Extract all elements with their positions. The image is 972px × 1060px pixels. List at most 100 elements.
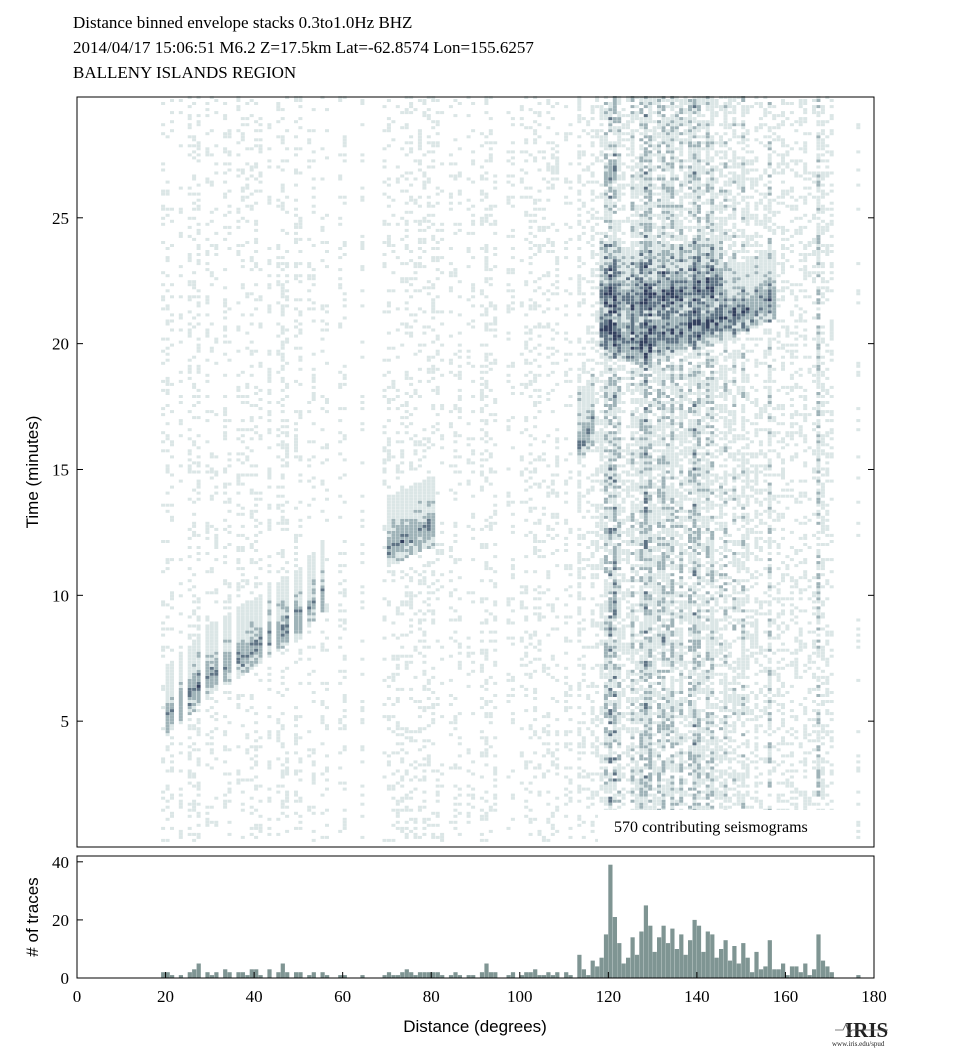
heatmap-cell: [320, 304, 325, 308]
heatmap-cell: [577, 237, 582, 241]
heatmap-cell: [382, 467, 387, 471]
heatmap-cell: [209, 678, 214, 682]
heatmap-cell: [391, 796, 396, 800]
heatmap-cell: [409, 796, 414, 800]
heatmap-cell: [170, 382, 174, 386]
heatmap-cell: [196, 697, 201, 700]
heatmap-cell: [448, 636, 453, 640]
heatmap-cell: [524, 615, 529, 619]
heatmap-cell: [382, 388, 387, 392]
heatmap-cell: [586, 443, 591, 447]
heatmap-cell: [236, 476, 241, 480]
heatmap-cell: [453, 407, 458, 411]
heatmap-cell: [484, 754, 489, 758]
heatmap-cell: [595, 470, 600, 474]
heatmap-cell: [227, 748, 232, 752]
heatmap-cell: [165, 540, 170, 543]
heatmap-cell: [280, 313, 285, 317]
heatmap-cell: [187, 105, 192, 109]
heatmap-cell: [170, 709, 174, 713]
heatmap-cell: [417, 256, 422, 260]
heatmap-cell: [386, 727, 391, 731]
heatmap-cell: [192, 325, 197, 329]
heatmap-cell: [577, 292, 582, 296]
heatmap-cell: [479, 817, 484, 821]
heatmap-cell: [595, 524, 600, 528]
heatmap-cell: [417, 700, 422, 703]
heatmap-cell: [236, 781, 241, 785]
heatmap-cell: [599, 419, 604, 423]
heatmap-cell: [581, 745, 586, 749]
heatmap-cell: [254, 763, 259, 767]
heatmap-cell: [192, 802, 197, 806]
heatmap-cell: [254, 392, 259, 395]
heatmap-cell: [409, 518, 414, 522]
heatmap-cell: [435, 111, 440, 115]
heatmap-cell: [417, 219, 422, 223]
heatmap-cell: [595, 793, 600, 797]
heatmap-cell: [404, 832, 409, 836]
heatmap-cell: [196, 618, 201, 622]
heatmap-cell: [280, 681, 285, 685]
heatmap-cell: [196, 718, 201, 722]
heatmap-cell: [595, 718, 600, 722]
heatmap-cell: [240, 259, 245, 263]
heatmap-cell: [409, 195, 414, 199]
heatmap-cell: [537, 829, 542, 833]
heatmap-cell: [453, 231, 458, 235]
heatmap-cell: [386, 600, 391, 604]
heatmap-cell: [488, 482, 493, 486]
heatmap-cell: [479, 216, 484, 220]
heatmap-cell: [165, 337, 170, 341]
heatmap-cell: [533, 304, 538, 308]
heatmap-cell: [417, 367, 422, 371]
heatmap-cell: [409, 624, 414, 628]
heatmap-cell: [342, 138, 347, 142]
heatmap-cell: [307, 503, 312, 507]
heatmap-cell: [448, 488, 453, 492]
heatmap-cell: [413, 521, 418, 525]
heatmap-cell: [209, 636, 214, 640]
heatmap-cell: [285, 337, 290, 341]
heatmap-cell: [448, 766, 453, 770]
heatmap-cell: [595, 503, 600, 507]
heatmap-cell: [187, 681, 192, 685]
heatmap-cell: [404, 543, 409, 546]
heatmap-cell: [417, 147, 422, 151]
heatmap-cell: [426, 325, 431, 329]
heatmap-cell: [382, 527, 387, 531]
heatmap-cell: [196, 633, 201, 637]
heatmap-cell: [192, 174, 197, 178]
heatmap-cell: [342, 298, 347, 302]
heatmap-cell: [435, 422, 440, 426]
heatmap-cell: [386, 144, 391, 148]
heatmap-cell: [178, 657, 183, 661]
heatmap-cell: [192, 775, 197, 779]
heatmap-cell: [276, 739, 281, 743]
heatmap-cell: [285, 618, 290, 622]
heatmap-cell: [325, 156, 329, 160]
heatmap-cell: [196, 558, 201, 562]
heatmap-cell: [493, 660, 498, 664]
heatmap-cell: [510, 392, 515, 395]
heatmap-cell: [510, 268, 515, 272]
heatmap-cell: [577, 576, 582, 580]
heatmap-cell: [431, 370, 436, 374]
heatmap-cell: [254, 787, 259, 791]
heatmap-cell: [187, 579, 192, 583]
heatmap-cell: [537, 549, 542, 552]
heatmap-cell: [192, 694, 197, 697]
heatmap-cell: [431, 286, 436, 290]
heatmap-cell: [431, 213, 436, 217]
heatmap-cell: [311, 564, 316, 568]
heatmap-cell: [276, 274, 281, 278]
heatmap-cell: [386, 385, 391, 389]
heatmap-cell: [227, 135, 232, 139]
heatmap-cell: [422, 524, 427, 528]
heatmap-cell: [404, 527, 409, 531]
heatmap-cell: [426, 379, 431, 383]
heatmap-cell: [590, 503, 595, 507]
heatmap-cell: [537, 521, 542, 525]
heatmap-cell: [493, 503, 498, 507]
